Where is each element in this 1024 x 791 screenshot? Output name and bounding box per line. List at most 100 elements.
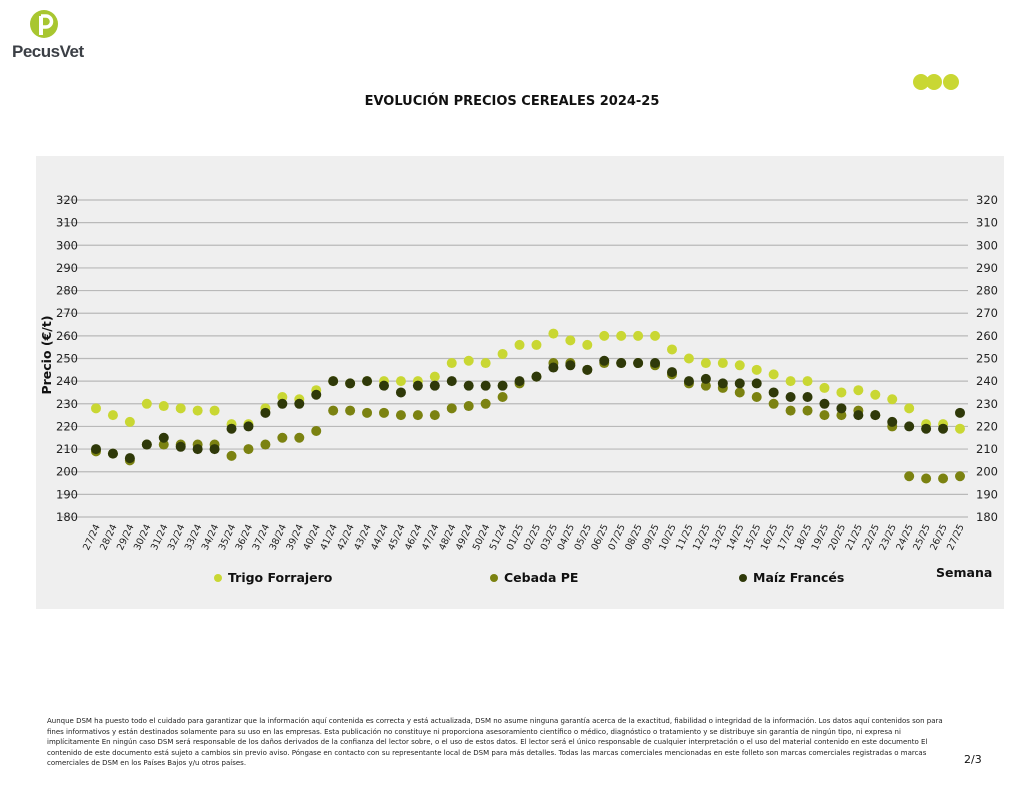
- legend-cebada: Cebada PE: [490, 570, 578, 585]
- data-point-maiz: [141, 439, 152, 450]
- data-point-cebada: [802, 405, 813, 416]
- data-point-trigo: [802, 376, 813, 387]
- data-point-trigo: [175, 403, 186, 414]
- data-point-cebada: [277, 432, 288, 443]
- y-tick-label-right: 190: [976, 487, 998, 501]
- page-number: 2/3: [964, 753, 982, 766]
- data-point-maiz: [209, 444, 220, 455]
- data-point-trigo: [463, 355, 474, 366]
- data-point-cebada: [904, 471, 915, 482]
- data-point-trigo: [514, 339, 525, 350]
- data-point-trigo: [633, 330, 644, 341]
- disclaimer-line: Aunque DSM ha puesto todo el cuidado par…: [47, 717, 943, 725]
- data-point-trigo: [548, 328, 559, 339]
- data-point-maiz: [633, 358, 644, 369]
- data-point-maiz: [582, 364, 593, 375]
- y-tick-label-left: 250: [56, 352, 78, 366]
- data-point-maiz: [531, 371, 542, 382]
- data-point-cebada: [395, 410, 406, 421]
- legend-maiz: Maíz Francés: [739, 570, 844, 585]
- legend-swatch-trigo: [214, 573, 222, 582]
- data-point-cebada: [429, 410, 440, 421]
- data-point-cebada: [379, 407, 389, 418]
- y-tick-label-left: 300: [56, 238, 78, 252]
- data-point-maiz: [751, 378, 762, 389]
- data-point-trigo: [667, 344, 677, 355]
- y-tick-label-right: 270: [976, 306, 998, 320]
- data-point-cebada: [921, 473, 932, 484]
- data-point-trigo: [904, 403, 915, 414]
- data-point-cebada: [328, 405, 339, 416]
- legend-label-maiz: Maíz Francés: [753, 570, 845, 585]
- data-point-cebada: [819, 410, 830, 421]
- data-point-cebada: [243, 444, 254, 455]
- y-tick-label-left: 270: [56, 306, 78, 320]
- data-point-maiz: [565, 360, 576, 371]
- data-point-maiz: [124, 453, 135, 464]
- y-tick-label-right: 180: [976, 510, 998, 524]
- data-point-maiz: [921, 423, 932, 434]
- data-point-maiz: [412, 380, 423, 391]
- data-point-cebada: [446, 403, 457, 414]
- y-tick-label-right: 210: [976, 442, 998, 456]
- decorative-dots-icon: [913, 74, 959, 90]
- disclaimer-line: implícitamente En ningún caso DSM será r…: [47, 738, 928, 746]
- y-axis-label: Precio (€/t): [39, 315, 54, 394]
- data-point-maiz: [853, 410, 864, 421]
- y-tick-label-left: 190: [56, 487, 78, 501]
- data-point-trigo: [955, 423, 965, 434]
- data-point-maiz: [497, 380, 508, 391]
- legend-label-trigo: Trigo Forrajero: [228, 570, 333, 585]
- data-point-trigo: [717, 358, 728, 369]
- disclaimer-line: contenido de este documento está sujeto …: [47, 748, 927, 757]
- y-tick-label-left: 210: [56, 442, 78, 456]
- data-point-maiz: [700, 373, 711, 384]
- data-point-maiz: [734, 378, 745, 389]
- disclaimer-line: fines informativos y están destinados so…: [47, 727, 901, 736]
- data-point-trigo: [497, 348, 508, 359]
- y-tick-label-right: 250: [976, 352, 998, 366]
- data-point-maiz: [599, 355, 610, 366]
- data-point-maiz: [904, 421, 915, 432]
- data-point-trigo: [565, 335, 576, 346]
- data-point-maiz: [294, 398, 305, 409]
- data-point-cebada: [938, 473, 949, 484]
- data-point-trigo: [734, 360, 745, 371]
- y-tick-label-right: 290: [976, 261, 998, 275]
- data-point-maiz: [683, 376, 694, 387]
- data-point-maiz: [836, 403, 847, 414]
- data-point-maiz: [768, 387, 779, 398]
- data-point-trigo: [141, 398, 152, 409]
- data-point-maiz: [463, 380, 474, 391]
- data-point-trigo: [836, 387, 847, 398]
- data-point-trigo: [616, 330, 627, 341]
- data-point-maiz: [802, 391, 813, 402]
- data-point-trigo: [107, 410, 118, 421]
- y-tick-label-right: 260: [976, 329, 998, 343]
- data-point-maiz: [91, 444, 101, 455]
- y-tick-label-left: 320: [56, 193, 78, 207]
- data-point-cebada: [955, 471, 965, 482]
- data-point-trigo: [751, 364, 762, 375]
- x-axis-label: Semana: [936, 565, 993, 580]
- data-point-maiz: [429, 380, 440, 391]
- data-point-trigo: [209, 405, 220, 416]
- data-point-trigo: [446, 358, 457, 369]
- y-tick-label-left: 220: [56, 419, 78, 433]
- data-point-trigo: [480, 358, 491, 369]
- legend-swatch-cebada: [490, 573, 498, 582]
- data-point-maiz: [260, 407, 271, 418]
- disclaimer-line: comerciales de DSM en los Países Bajos y…: [47, 759, 247, 767]
- data-point-trigo: [91, 403, 101, 414]
- data-point-cebada: [260, 439, 271, 450]
- data-point-trigo: [395, 376, 406, 387]
- legend-label-cebada: Cebada PE: [504, 570, 579, 585]
- data-point-maiz: [277, 398, 288, 409]
- data-point-cebada: [226, 450, 237, 461]
- data-point-maiz: [446, 376, 457, 387]
- data-point-maiz: [955, 407, 965, 418]
- data-point-cebada: [412, 410, 423, 421]
- data-point-maiz: [785, 391, 796, 402]
- data-point-trigo: [429, 371, 440, 382]
- data-point-maiz: [107, 448, 118, 459]
